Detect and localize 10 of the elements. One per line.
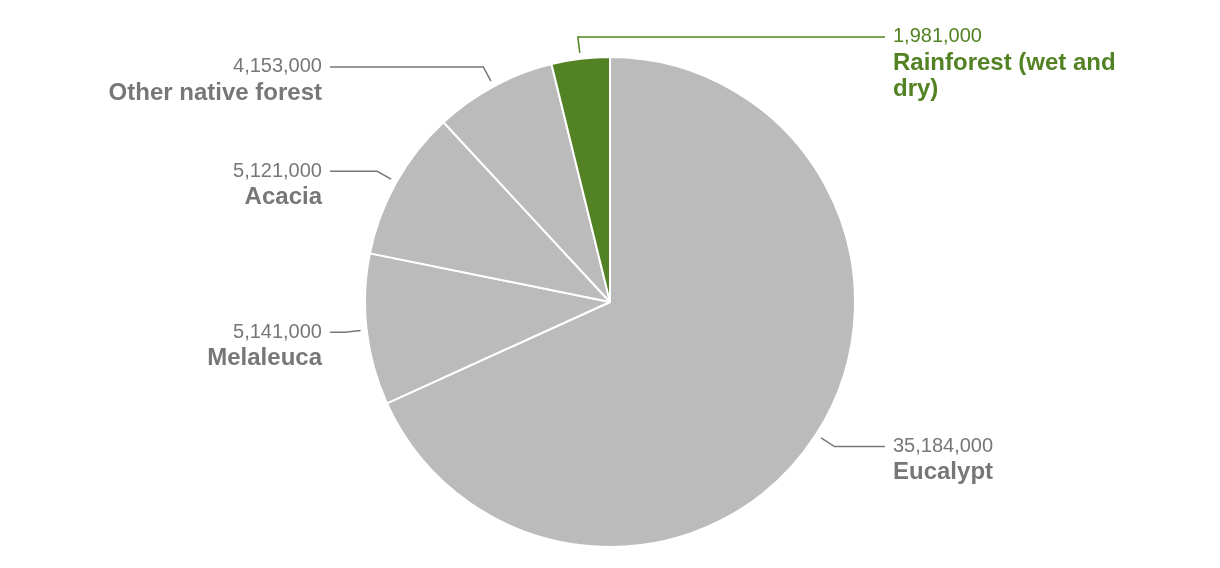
data-label: 4,153,000 <box>233 54 322 77</box>
slice-label: Other native forest <box>108 77 322 105</box>
slice-label: Acacia <box>244 181 323 209</box>
data-label: 5,121,000 <box>233 158 322 181</box>
slice-label: Melaleuca <box>207 342 323 370</box>
slice-label: Rainforest (wet and dry) <box>893 47 1116 101</box>
data-label: 35,184,000 <box>893 434 994 457</box>
data-label: 1,981,000 <box>893 24 982 47</box>
slice-label: Eucalypt <box>893 457 994 485</box>
data-label: 5,141,000 <box>233 319 322 342</box>
